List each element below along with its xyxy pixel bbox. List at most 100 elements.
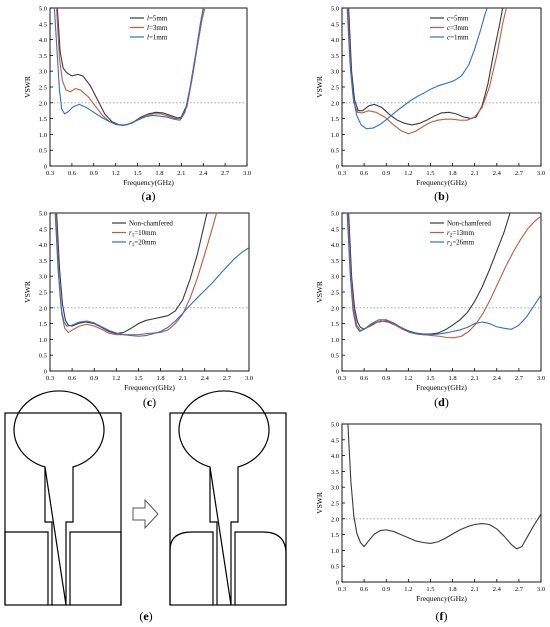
x-tick-label: 0.3 xyxy=(46,170,54,177)
x-tick-label: 2.7 xyxy=(223,375,232,382)
y-tick-label: 1.0 xyxy=(331,337,339,344)
y-tick-label: 0 xyxy=(336,369,339,376)
x-axis-label: Frequency(GHz) xyxy=(416,594,467,603)
x-tick-label: 0.3 xyxy=(46,375,54,382)
y-tick-label: 2.5 xyxy=(331,290,339,297)
x-tick-label: 2.7 xyxy=(515,586,524,593)
x-tick-label: 0.6 xyxy=(360,586,369,593)
y-tick-label: 4.5 xyxy=(331,437,339,444)
y-tick-label: 4.0 xyxy=(331,37,339,44)
x-tick-label: 1.8 xyxy=(448,170,456,177)
y-tick-label: 2.0 xyxy=(39,100,47,107)
x-tick-label: 2.1 xyxy=(471,586,479,593)
x-tick-label: 2.4 xyxy=(493,375,502,382)
y-tick-label: 3.0 xyxy=(331,485,339,492)
x-tick-label: 0.6 xyxy=(68,170,77,177)
chart-panel: 0 0.5 1.0 1.5 2.0 2.5 3.0 3.5 4.0 4.5 5.0 0.3 0.6 0.9… xyxy=(23,6,251,204)
series-line xyxy=(348,8,504,126)
y-tick-label: 4.5 xyxy=(39,21,47,28)
plot-frame xyxy=(341,423,542,583)
series-lines xyxy=(53,8,206,127)
y-tick-label: 1.5 xyxy=(331,321,339,328)
chart-panel: 0 0.5 1.0 1.5 2.0 2.5 3.0 3.5 4.0 4.5 5.0 0.3 0.6 0.9… xyxy=(315,211,545,410)
antenna-left-substrate xyxy=(4,412,122,606)
x-tick-label: 3.0 xyxy=(245,375,253,382)
panel-label: (d) xyxy=(434,395,449,409)
y-tick-label: 1.5 xyxy=(331,532,339,539)
antenna-right xyxy=(169,390,287,606)
y-tick-label: 1.5 xyxy=(39,321,47,328)
y-axis-label: VSWR xyxy=(23,76,32,98)
chart-panel: 0 0.5 1.0 1.5 2.0 2.5 3.0 3.5 4.0 4.5 5.0 0.3 0.6 0.9… xyxy=(315,422,545,624)
antenna-diagram-panel: (e) xyxy=(4,390,287,623)
x-tick-label: 1.2 xyxy=(404,586,412,593)
x-tick-label: 2.4 xyxy=(199,170,208,177)
series-lines xyxy=(347,424,541,550)
antenna-left xyxy=(4,390,122,606)
y-tick-label: 5.0 xyxy=(331,211,339,218)
x-tick-label: 2.4 xyxy=(493,586,502,593)
antenna-left-patch xyxy=(13,390,105,606)
charts: 0 0.5 1.0 1.5 2.0 2.5 3.0 3.5 4.0 4.5 5.0 0.3 0.6 0.9… xyxy=(23,6,545,624)
y-tick-label: 4.5 xyxy=(331,21,339,28)
x-tick-label: 1.8 xyxy=(156,375,164,382)
y-tick-label: 2.0 xyxy=(331,100,339,107)
x-tick-label: 0.9 xyxy=(382,375,390,382)
series-lines xyxy=(54,213,249,337)
y-tick-label: 4.0 xyxy=(39,37,47,44)
legend-label: Non-chamfered xyxy=(129,220,173,228)
x-tick-label: 2.1 xyxy=(471,170,479,177)
x-axis-label: Frequency(GHz) xyxy=(123,178,174,187)
panel-label-e: (e) xyxy=(139,609,152,623)
y-tick-label: 0 xyxy=(336,580,339,587)
x-tick-label: 2.7 xyxy=(515,170,524,177)
arrow-icon xyxy=(132,498,159,530)
x-tick-label: 1.8 xyxy=(448,375,456,382)
y-tick-label: 5.0 xyxy=(39,6,47,13)
y-tick-label: 3.5 xyxy=(331,258,339,265)
y-tick-label: 1.5 xyxy=(331,116,339,123)
y-tick-label: 4.0 xyxy=(331,453,339,460)
x-tick-label: 0.3 xyxy=(338,586,346,593)
x-tick-label: 0.9 xyxy=(90,375,98,382)
y-tick-label: 5.0 xyxy=(331,6,339,13)
x-tick-label: 0.3 xyxy=(338,375,346,382)
y-tick-label: 0.5 xyxy=(331,148,339,155)
y-tick-label: 1.0 xyxy=(39,132,47,139)
x-tick-label: 3.0 xyxy=(537,375,545,382)
y-tick-label: 0 xyxy=(336,164,339,171)
legend-label: l=1mm xyxy=(147,34,168,42)
y-tick-label: 0.5 xyxy=(331,353,339,360)
plot-frame xyxy=(341,7,542,167)
y-tick-label: 4.5 xyxy=(39,226,47,233)
y-tick-label: 5.0 xyxy=(39,211,47,218)
plot-frame xyxy=(341,212,542,372)
legend-label: c=3mm xyxy=(447,24,469,32)
x-tick-label: 3.0 xyxy=(537,170,545,177)
y-tick-label: 5.0 xyxy=(331,422,339,429)
x-tick-label: 2.4 xyxy=(493,170,502,177)
y-axis-label: VSWR xyxy=(315,76,324,98)
panel-label: (b) xyxy=(434,189,449,203)
series-line xyxy=(347,8,507,135)
series-line xyxy=(347,213,541,339)
y-axis-label: VSWR xyxy=(23,281,32,303)
x-tick-label: 1.5 xyxy=(426,586,434,593)
y-tick-label: 0.5 xyxy=(39,148,47,155)
y-tick-label: 3.5 xyxy=(39,258,47,265)
x-tick-label: 1.2 xyxy=(112,170,120,177)
x-tick-label: 1.5 xyxy=(134,375,142,382)
x-tick-label: 0.6 xyxy=(360,170,369,177)
series-line xyxy=(56,213,208,335)
series-line xyxy=(53,8,204,127)
x-tick-label: 0.6 xyxy=(360,375,369,382)
series-lines xyxy=(346,213,541,339)
y-tick-label: 1.5 xyxy=(39,116,47,123)
y-tick-label: 0.5 xyxy=(39,353,47,360)
x-tick-label: 2.1 xyxy=(179,375,187,382)
x-axis-label: Frequency(GHz) xyxy=(124,383,175,392)
y-tick-label: 4.0 xyxy=(39,242,47,249)
